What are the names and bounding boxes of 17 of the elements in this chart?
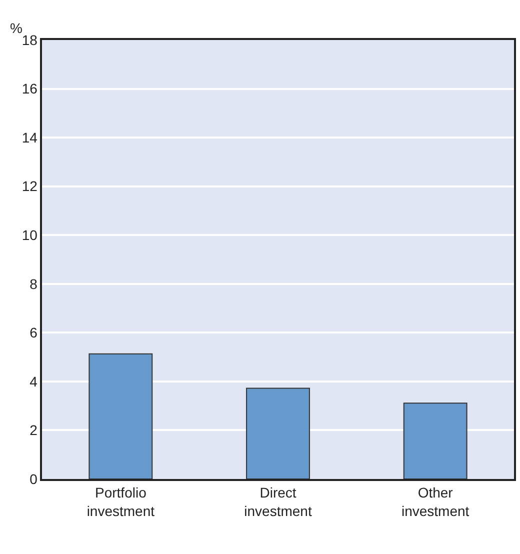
y-tick-label: 0	[30, 470, 38, 487]
y-tick-label: 2	[30, 422, 38, 438]
y-tick-label: 6	[30, 324, 38, 341]
bar	[403, 402, 468, 479]
x-tick-label: Direct investment	[244, 484, 312, 519]
y-tick-label: 16	[22, 80, 38, 97]
y-axis-title: %	[10, 20, 22, 36]
bar	[88, 353, 153, 479]
x-tick-label: Other investment	[401, 484, 470, 519]
y-tick-label: 10	[22, 227, 38, 244]
y-tick-label: 8	[30, 276, 38, 292]
y-tick-label: 4	[30, 373, 38, 390]
y-tick-label: 14	[22, 129, 38, 146]
x-tick-label: Portfolio investment	[86, 484, 155, 519]
bar	[246, 388, 310, 479]
y-tick-label: 12	[22, 178, 38, 194]
y-tick-label: 18	[22, 32, 38, 48]
